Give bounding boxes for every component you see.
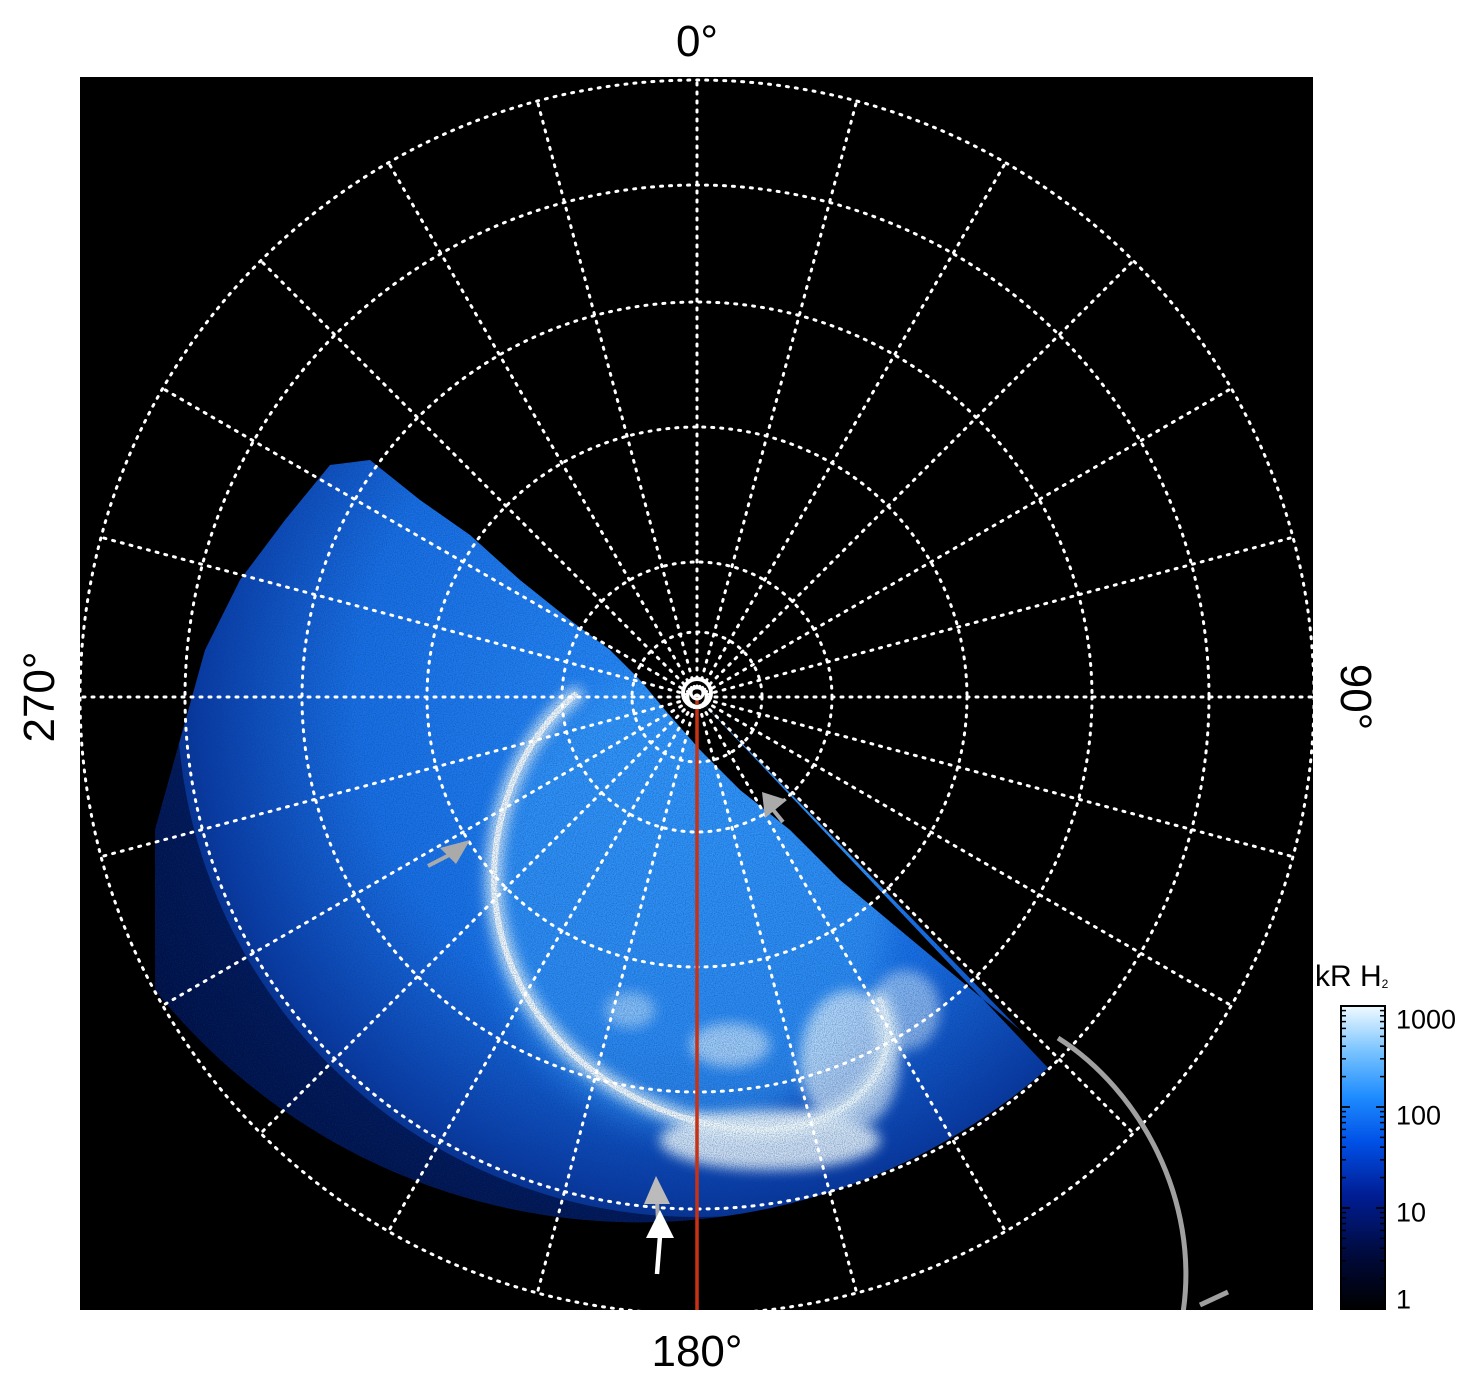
meridian-line — [99, 535, 699, 699]
colorbar-tick-label-100: 100 — [1396, 1100, 1442, 1131]
meridian-line — [161, 695, 699, 1007]
meridian-line — [695, 259, 1135, 699]
meridian-line — [99, 695, 699, 859]
pole-marker-inner — [689, 685, 705, 701]
meridian-line — [695, 695, 1135, 1135]
side-curve — [1056, 1035, 1189, 1310]
meridian-line — [695, 695, 859, 1295]
angle-label-left: 270° — [15, 651, 64, 743]
meridian-line — [695, 695, 1007, 1233]
side-curve-tick — [1198, 1289, 1230, 1308]
angle-label-right: 90° — [1331, 663, 1380, 731]
meridian-line — [535, 99, 699, 699]
colorbar-tick-label-1: 1 — [1396, 1284, 1412, 1315]
colorbar — [1340, 1005, 1386, 1310]
pole-marker-outer — [681, 677, 713, 709]
colorbar-ticks — [1341, 1005, 1385, 1310]
meridian-line — [387, 695, 699, 1233]
meridian-line — [695, 535, 1295, 699]
meridian-line — [695, 161, 1007, 699]
meridian-line — [259, 695, 699, 1135]
meridian-line — [695, 387, 1233, 699]
meridian-line — [695, 695, 1233, 1007]
meridian-line — [161, 387, 699, 699]
gray-arrow-right — [762, 792, 787, 824]
latitude-circle — [80, 78, 1313, 1310]
colorbar-title: kR H2 — [1315, 960, 1389, 993]
gray-arrow-left — [427, 840, 470, 868]
meridian-line — [259, 259, 699, 699]
meridian-line — [695, 99, 859, 699]
angle-label-top: 0° — [675, 17, 719, 66]
meridian-line — [695, 695, 1295, 859]
meridian-line — [387, 161, 699, 699]
colorbar-tick-label-1000: 1000 — [1396, 1004, 1457, 1035]
angle-label-bottom: 180° — [651, 1327, 743, 1376]
colorbar-tick-label-10: 10 — [1396, 1197, 1427, 1228]
meridian-line — [535, 695, 699, 1295]
white-arrow-bottom — [646, 1210, 674, 1275]
colorbar-gradient — [1340, 1005, 1386, 1310]
